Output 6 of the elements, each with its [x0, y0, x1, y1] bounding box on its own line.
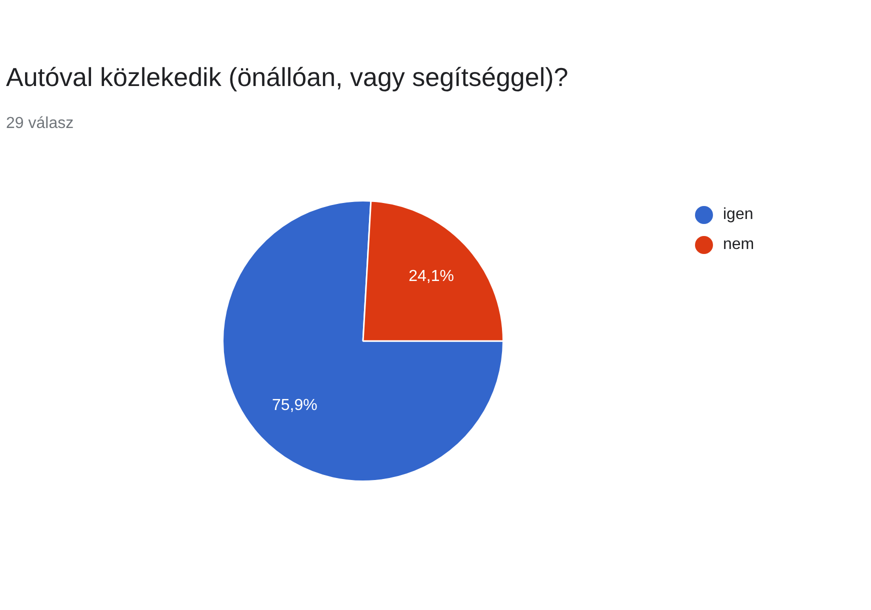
text: 29 válasz	[6, 115, 74, 133]
legend-label: igen	[723, 206, 754, 224]
data-label: 24,1%	[408, 268, 454, 285]
chart-title: Autóval közlekedik (önállóan, vagy segítséggel)?	[6, 62, 568, 93]
data-label: 75,9%	[272, 396, 318, 414]
legend-label: nem	[723, 236, 754, 254]
